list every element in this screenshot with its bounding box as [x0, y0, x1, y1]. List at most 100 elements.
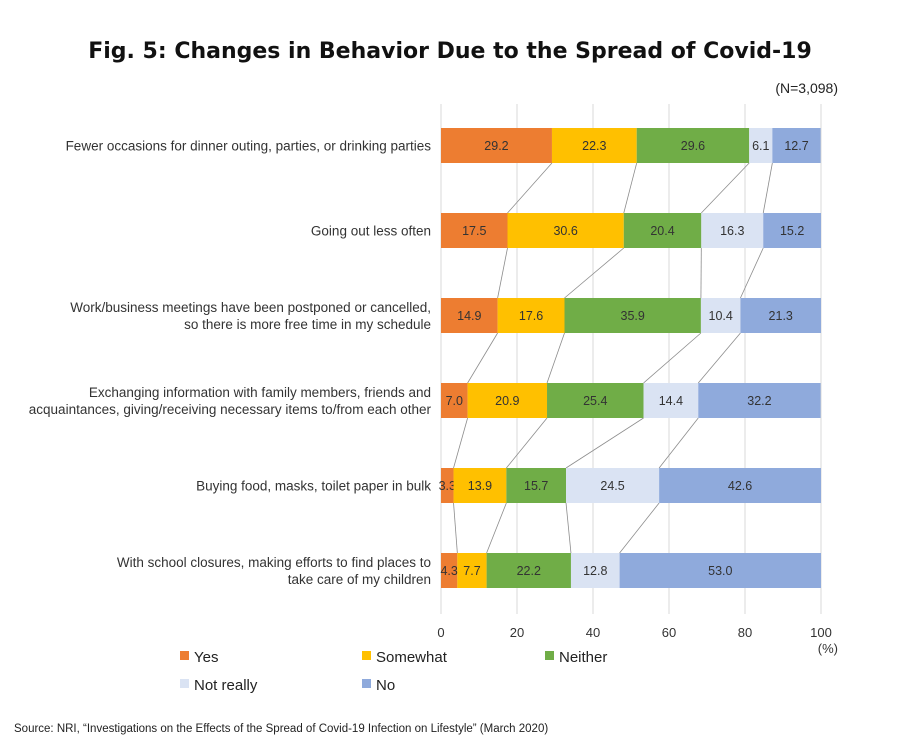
data-label: 42.6: [728, 479, 752, 493]
data-label: 13.9: [468, 479, 492, 493]
series-line: [497, 247, 508, 299]
category-label: take care of my children: [288, 572, 431, 587]
bar-segment: [441, 468, 454, 503]
data-label: 29.6: [681, 139, 705, 153]
bar-segment: [497, 298, 565, 333]
bar-segment: [566, 468, 660, 503]
category-label: acquaintances, giving/receiving necessar…: [29, 402, 432, 417]
data-label: 30.6: [553, 224, 577, 238]
bar-segment: [772, 128, 821, 163]
x-tick-label: 80: [738, 625, 752, 640]
data-label: 7.7: [463, 564, 480, 578]
data-label: 35.9: [621, 309, 645, 323]
data-label: 3.3: [439, 479, 456, 493]
bar-segment: [441, 383, 468, 418]
data-label: 53.0: [708, 564, 732, 578]
category-labels: Fewer occasions for dinner outing, parti…: [29, 139, 432, 588]
data-label: 20.4: [650, 224, 674, 238]
bar-segment: [740, 298, 821, 333]
series-line: [506, 417, 548, 469]
bar-segment: [507, 213, 624, 248]
x-axis-ticks: 0 20 40 60 80 100: [437, 625, 831, 640]
data-label: 12.8: [583, 564, 607, 578]
series-line: [701, 162, 750, 214]
bar-segment: [636, 128, 750, 163]
series-line: [486, 502, 507, 554]
data-label: 17.6: [519, 309, 543, 323]
bar-segment: [441, 128, 552, 163]
x-tick-label: 100: [810, 625, 832, 640]
legend-swatch: [180, 679, 189, 688]
data-label: 14.4: [659, 394, 683, 408]
data-label: 10.4: [709, 309, 733, 323]
category-label: Exchanging information with family membe…: [89, 385, 431, 400]
bar-segment: [453, 468, 507, 503]
x-tick-label: 60: [662, 625, 676, 640]
bar-segment: [643, 383, 699, 418]
series-connector-lines: [453, 162, 773, 554]
bar-segment: [619, 553, 821, 588]
bar-segment: [441, 213, 508, 248]
bar-segment: [551, 128, 637, 163]
data-label: 21.3: [769, 309, 793, 323]
series-line: [565, 502, 572, 554]
bar-segment: [623, 213, 702, 248]
bar-segment: [700, 298, 741, 333]
bar-segment: [486, 553, 571, 588]
bars: 29.2 22.3 29.6 6.1 12.7 17.5 30.6 20.4 16.3 15.2 1…: [439, 128, 821, 588]
x-tick-label: 0: [437, 625, 444, 640]
data-label: 15.7: [524, 479, 548, 493]
data-label: 22.3: [582, 139, 606, 153]
category-label: With school closures, making efforts to …: [117, 555, 431, 570]
series-line: [762, 162, 773, 214]
category-label: Fewer occasions for dinner outing, parti…: [66, 139, 432, 154]
data-label: 16.3: [720, 224, 744, 238]
category-label: Buying food, masks, toilet paper in bulk: [196, 479, 431, 494]
data-label: 12.7: [784, 139, 808, 153]
legend-swatch: [362, 651, 371, 660]
data-label: 29.2: [484, 139, 508, 153]
legend-swatch: [545, 651, 554, 660]
category-label: so there is more free time in my schedul…: [184, 317, 431, 332]
legend-swatch: [362, 679, 371, 688]
series-line: [740, 247, 764, 299]
legend-label: Neither: [559, 649, 607, 666]
bar-segment: [564, 298, 701, 333]
data-label: 7.0: [446, 394, 463, 408]
bar-segment: [441, 298, 498, 333]
data-label: 25.4: [583, 394, 607, 408]
series-line: [453, 417, 468, 469]
category-label: Work/business meetings have been postpon…: [70, 300, 431, 315]
bar-segment: [441, 553, 458, 588]
data-label: 20.9: [495, 394, 519, 408]
series-line: [467, 332, 498, 384]
legend-label: Yes: [194, 649, 218, 666]
x-tick-label: 40: [586, 625, 600, 640]
data-label: 32.2: [747, 394, 771, 408]
legend: Yes Somewhat Neither Not really No: [180, 649, 607, 694]
legend-label: No: [376, 677, 395, 694]
bar-segment: [506, 468, 567, 503]
bar-segment: [547, 383, 644, 418]
category-label: Going out less often: [311, 224, 431, 239]
bar-segment: [457, 553, 487, 588]
bar-segment: [749, 128, 773, 163]
series-line: [623, 162, 638, 214]
series-line: [453, 502, 458, 554]
bar-segment: [701, 213, 764, 248]
data-label: 24.5: [600, 479, 624, 493]
bar-segment: [570, 553, 620, 588]
series-line: [697, 332, 741, 384]
source-note: Source: NRI, “Investigations on the Effe…: [14, 723, 548, 735]
x-axis-unit-label: (%): [818, 641, 838, 656]
gridlines: [440, 104, 822, 614]
legend-label: Somewhat: [376, 649, 448, 666]
series-line: [546, 332, 565, 384]
bar-segment: [467, 383, 548, 418]
bar-segment: [698, 383, 821, 418]
series-line: [507, 162, 553, 214]
series-line: [619, 502, 660, 554]
data-label: 6.1: [752, 139, 769, 153]
bar-segment: [659, 468, 821, 503]
